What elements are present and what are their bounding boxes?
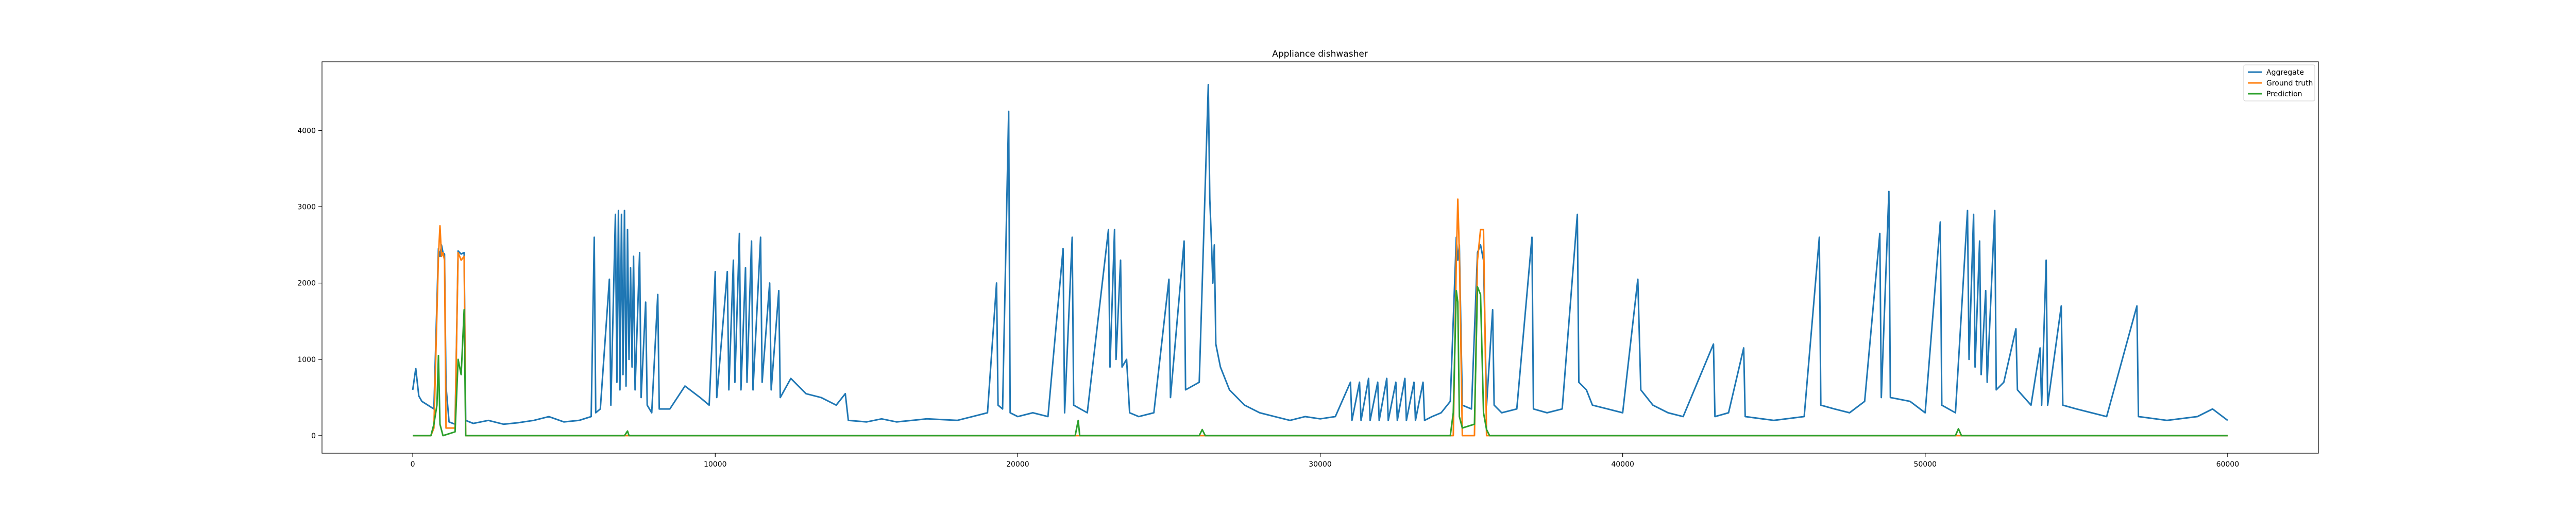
y-tick-label: 3000 [297, 203, 316, 211]
legend-label-ground-truth: Ground truth [2266, 79, 2313, 88]
x-tick-label: 40000 [1611, 460, 1634, 469]
series-line-prediction [413, 286, 2228, 437]
x-tick-label: 50000 [1913, 460, 1937, 469]
chart-title: Appliance dishwasher [1272, 49, 1368, 59]
y-tick-label: 2000 [297, 280, 316, 288]
legend-label-aggregate: Aggregate [2266, 68, 2304, 77]
x-tick-label: 10000 [704, 460, 727, 469]
legend-box [2243, 64, 2315, 101]
x-tick-label: 60000 [2216, 460, 2240, 469]
y-tick-label: 1000 [297, 356, 316, 364]
y-tick-label: 0 [311, 432, 316, 440]
series-line-aggregate [412, 83, 2228, 425]
legend-label-prediction: Prediction [2266, 90, 2302, 98]
y-tick-label: 4000 [297, 127, 316, 135]
x-tick-label: 0 [411, 460, 415, 469]
x-tick-label: 20000 [1006, 460, 1029, 469]
x-tick-label: 30000 [1309, 460, 1332, 469]
plot-area: 0 10000 20000 30000 40000 50000 60000 0 1000 2000… [297, 61, 2319, 469]
